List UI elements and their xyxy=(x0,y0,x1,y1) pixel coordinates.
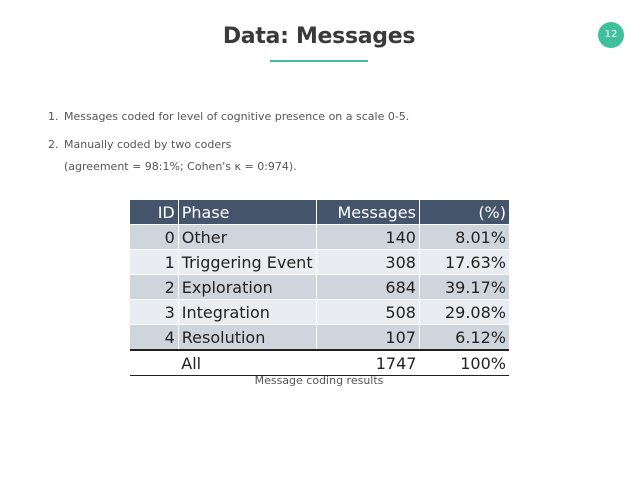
cell-messages: 107 xyxy=(316,324,420,351)
title-underline xyxy=(270,60,368,62)
total-messages: 1747 xyxy=(316,349,420,376)
cell-messages: 684 xyxy=(316,274,420,300)
bullet-number: 2. xyxy=(48,138,59,151)
bullet-item: 1. Messages coded for level of cognitive … xyxy=(48,108,409,126)
slide-title: Data: Messages xyxy=(222,24,416,49)
header-messages: Messages xyxy=(316,200,420,225)
cell-messages: 140 xyxy=(316,224,420,250)
table-header-row: ID Phase Messages (%) xyxy=(130,200,509,225)
cell-phase: Exploration xyxy=(178,274,317,300)
cell-id: 1 xyxy=(130,249,179,275)
total-percent: 100% xyxy=(419,349,509,376)
cell-id: 2 xyxy=(130,274,179,300)
table-row: 4 Resolution 107 6.12% xyxy=(130,324,509,351)
cell-id: 0 xyxy=(130,224,179,250)
cell-phase: Integration xyxy=(178,299,317,325)
cell-percent: 39.17% xyxy=(419,274,509,300)
bullet-text: Manually coded by two coders xyxy=(64,138,232,151)
cell-percent: 8.01% xyxy=(419,224,509,250)
bullet-list: 1. Messages coded for level of cognitive … xyxy=(48,108,409,186)
header-id: ID xyxy=(130,200,179,225)
table-row: 3 Integration 508 29.08% xyxy=(130,299,509,325)
table-row: 0 Other 140 8.01% xyxy=(130,224,509,250)
total-phase: All xyxy=(178,349,317,376)
cell-id: 3 xyxy=(130,299,179,325)
bullet-text: Messages coded for level of cognitive pr… xyxy=(64,110,410,123)
cell-messages: 508 xyxy=(316,299,420,325)
cell-phase: Triggering Event xyxy=(178,249,317,275)
header-phase: Phase xyxy=(178,200,317,225)
header-percent: (%) xyxy=(419,200,509,225)
cell-phase: Resolution xyxy=(178,324,317,351)
message-coding-table: ID Phase Messages (%) 0 Other 140 8.01% … xyxy=(130,200,509,376)
table-row: 1 Triggering Event 308 17.63% xyxy=(130,249,509,275)
cell-percent: 17.63% xyxy=(419,249,509,275)
bullet-number: 1. xyxy=(48,110,59,123)
table-row: 2 Exploration 684 39.17% xyxy=(130,274,509,300)
bullet-continuation: (agreement = 98:1%; Cohen's κ = 0:974). xyxy=(64,160,297,173)
cell-messages: 308 xyxy=(316,249,420,275)
page-number-badge: 12 xyxy=(598,22,624,48)
cell-percent: 29.08% xyxy=(419,299,509,325)
table-caption: Message coding results xyxy=(254,374,384,387)
table-total-row: All 1747 100% xyxy=(130,349,509,376)
total-id xyxy=(130,349,179,376)
cell-phase: Other xyxy=(178,224,317,250)
cell-percent: 6.12% xyxy=(419,324,509,351)
bullet-item: 2. Manually coded by two coders (agreemen… xyxy=(48,136,409,176)
cell-id: 4 xyxy=(130,324,179,351)
